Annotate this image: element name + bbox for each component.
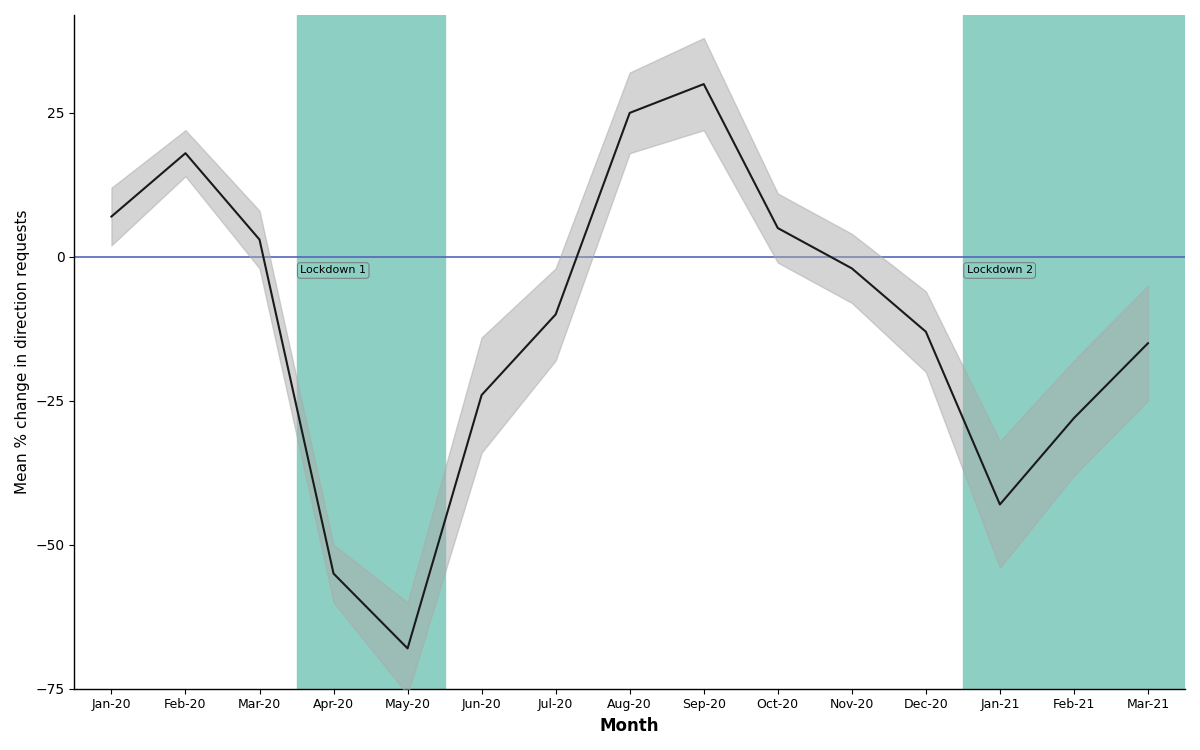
Y-axis label: Mean % change in direction requests: Mean % change in direction requests	[16, 209, 30, 494]
Text: Lockdown 1: Lockdown 1	[300, 266, 366, 275]
Bar	[296, 15, 445, 688]
X-axis label: Month: Month	[600, 717, 660, 735]
Text: Lockdown 2: Lockdown 2	[966, 266, 1033, 275]
Bar	[962, 15, 1186, 688]
